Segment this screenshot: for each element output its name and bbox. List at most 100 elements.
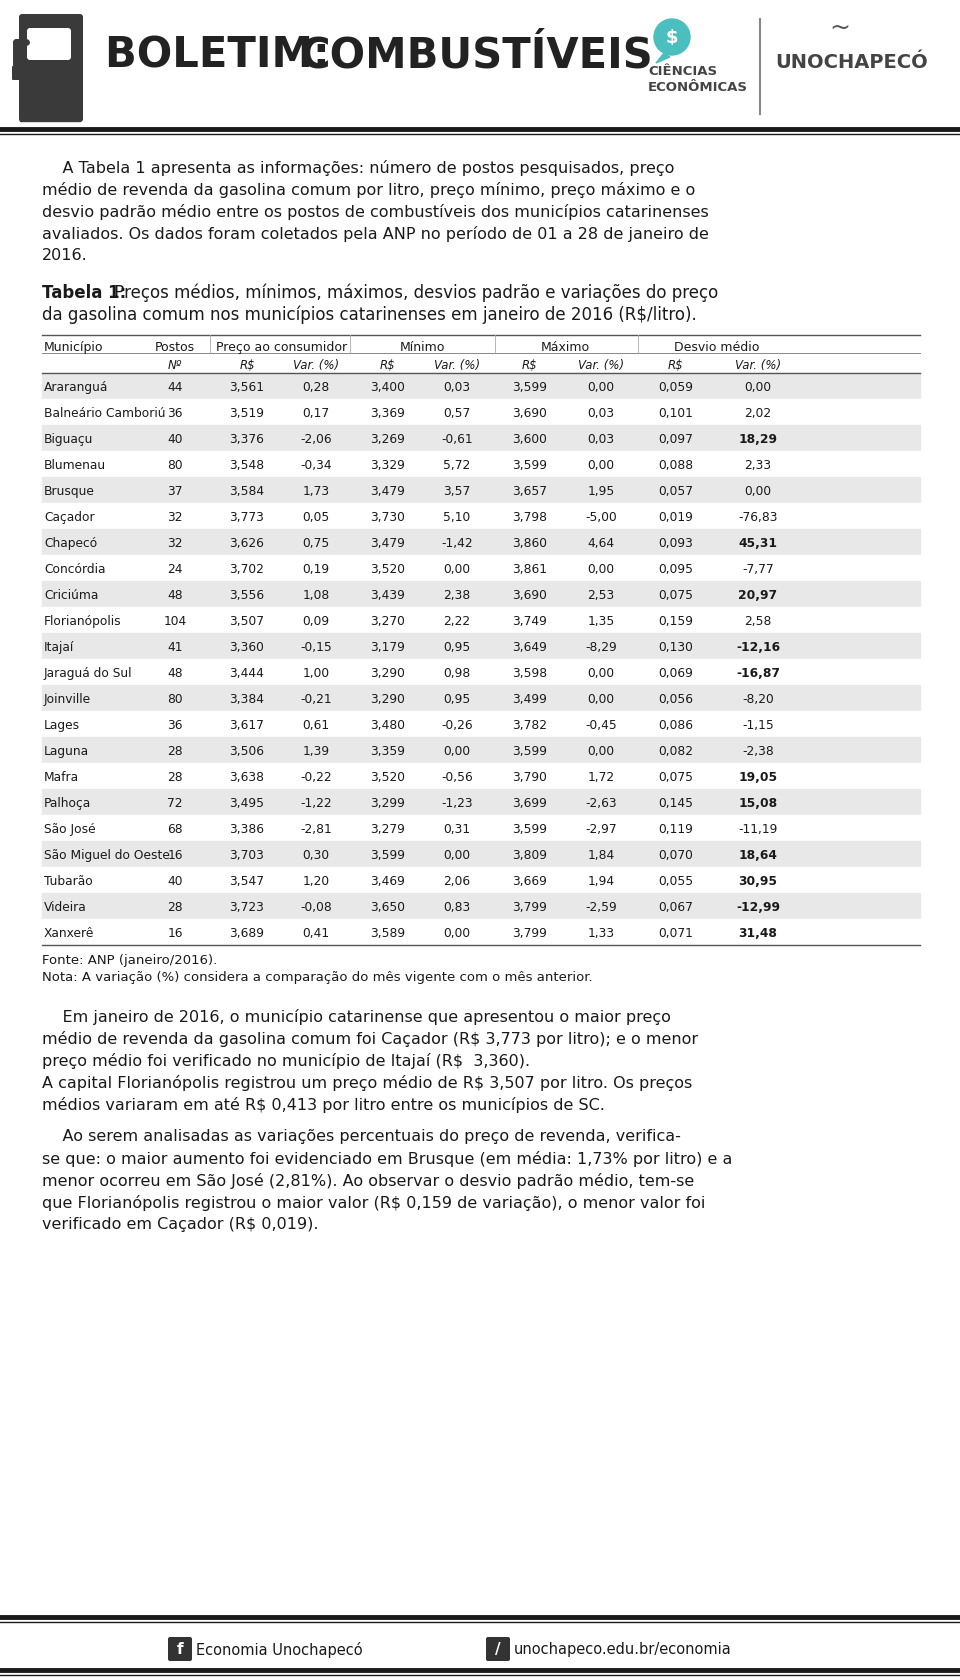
Text: 3,599: 3,599: [513, 459, 547, 472]
Text: 2,02: 2,02: [744, 407, 772, 420]
Text: -0,21: -0,21: [300, 692, 332, 706]
Text: 3,669: 3,669: [513, 875, 547, 887]
Text: 0,067: 0,067: [659, 900, 693, 914]
Text: -0,61: -0,61: [442, 433, 473, 445]
Text: 18,64: 18,64: [738, 848, 778, 862]
Text: Palhoça: Palhoça: [44, 796, 91, 810]
Text: 3,790: 3,790: [513, 771, 547, 783]
Text: 0,41: 0,41: [302, 926, 329, 939]
Text: São José: São José: [44, 823, 96, 835]
Text: -0,08: -0,08: [300, 900, 332, 914]
Text: Var. (%): Var. (%): [735, 360, 781, 371]
Text: preço médio foi verificado no município de Itajaí (R$  3,360).: preço médio foi verificado no município …: [42, 1052, 530, 1068]
Text: 1,35: 1,35: [588, 615, 614, 628]
Circle shape: [654, 20, 690, 55]
Text: 3,329: 3,329: [371, 459, 405, 472]
Text: -1,42: -1,42: [442, 536, 473, 549]
Text: Videira: Videira: [44, 900, 86, 914]
Text: -11,19: -11,19: [738, 823, 778, 835]
Bar: [42, 867, 920, 894]
Text: 3,690: 3,690: [513, 407, 547, 420]
Text: 20,97: 20,97: [738, 588, 778, 601]
Text: 80: 80: [167, 459, 182, 472]
Bar: [42, 425, 920, 452]
Text: 3,439: 3,439: [371, 588, 405, 601]
Text: verificado em Caçador (R$ 0,019).: verificado em Caçador (R$ 0,019).: [42, 1216, 319, 1231]
Text: 3,657: 3,657: [513, 486, 547, 497]
Text: 3,599: 3,599: [513, 381, 547, 393]
Bar: [42, 815, 920, 842]
Text: 3,480: 3,480: [371, 719, 405, 731]
Text: 0,00: 0,00: [588, 563, 614, 576]
Text: $: $: [665, 29, 679, 47]
Text: 0,086: 0,086: [659, 719, 693, 731]
Text: 15,08: 15,08: [738, 796, 778, 810]
Text: 1,72: 1,72: [588, 771, 614, 783]
Text: Criciúma: Criciúma: [44, 588, 98, 601]
Text: f: f: [177, 1641, 183, 1656]
Text: UNOCHAPECÓ: UNOCHAPECÓ: [775, 52, 927, 72]
Text: 3,376: 3,376: [229, 433, 264, 445]
Text: médio de revenda da gasolina comum foi Caçador (R$ 3,773 por litro); e o menor: médio de revenda da gasolina comum foi C…: [42, 1030, 698, 1047]
Polygon shape: [656, 54, 670, 64]
Text: Laguna: Laguna: [44, 744, 89, 758]
Text: -16,87: -16,87: [736, 667, 780, 680]
Text: 3,479: 3,479: [371, 536, 405, 549]
Text: Tabela 1:: Tabela 1:: [42, 284, 127, 302]
Text: 80: 80: [167, 692, 182, 706]
Text: 32: 32: [167, 536, 182, 549]
Text: 0,00: 0,00: [588, 744, 614, 758]
Text: 0,05: 0,05: [302, 511, 329, 524]
Text: 16: 16: [167, 848, 182, 862]
Text: 3,584: 3,584: [229, 486, 265, 497]
Text: 0,119: 0,119: [659, 823, 693, 835]
Text: 3,520: 3,520: [371, 771, 405, 783]
Text: 28: 28: [167, 771, 182, 783]
Bar: [42, 712, 920, 738]
Text: 0,00: 0,00: [444, 926, 470, 939]
Text: 0,082: 0,082: [659, 744, 693, 758]
Text: -76,83: -76,83: [738, 511, 778, 524]
Text: 3,360: 3,360: [229, 640, 264, 654]
Text: 3,556: 3,556: [229, 588, 265, 601]
Text: 0,95: 0,95: [444, 692, 470, 706]
Text: 3,599: 3,599: [513, 823, 547, 835]
Bar: [42, 452, 920, 477]
Text: R$: R$: [522, 360, 538, 371]
Text: 3,519: 3,519: [229, 407, 265, 420]
Text: 0,98: 0,98: [444, 667, 470, 680]
Text: Chapecó: Chapecó: [44, 536, 97, 549]
Text: Jaraguá do Sul: Jaraguá do Sul: [44, 667, 132, 680]
Bar: [20, 118, 80, 123]
Text: 0,31: 0,31: [444, 823, 470, 835]
Text: 3,299: 3,299: [371, 796, 405, 810]
Text: -2,81: -2,81: [300, 823, 332, 835]
Bar: [42, 504, 920, 529]
Text: 0,130: 0,130: [659, 640, 693, 654]
Text: 3,369: 3,369: [371, 407, 405, 420]
Bar: [42, 738, 920, 763]
Text: 2,33: 2,33: [744, 459, 772, 472]
FancyBboxPatch shape: [27, 29, 71, 60]
Text: Mínimo: Mínimo: [399, 341, 445, 354]
Text: 3,749: 3,749: [513, 615, 547, 628]
Text: 3,703: 3,703: [229, 848, 264, 862]
Text: 0,00: 0,00: [588, 381, 614, 393]
Text: CIÊNCIAS
ECONÔMICAS: CIÊNCIAS ECONÔMICAS: [648, 66, 748, 94]
Text: 1,39: 1,39: [302, 744, 329, 758]
Text: 19,05: 19,05: [738, 771, 778, 783]
Text: 0,03: 0,03: [444, 381, 470, 393]
Bar: [42, 633, 920, 660]
Text: 3,359: 3,359: [371, 744, 405, 758]
Text: unochapeco.edu.br/economia: unochapeco.edu.br/economia: [514, 1641, 732, 1656]
Text: 0,095: 0,095: [659, 563, 693, 576]
Text: Nota: A variação (%) considera a comparação do mês vigente com o mês anterior.: Nota: A variação (%) considera a compara…: [42, 971, 592, 983]
Text: da gasolina comum nos municípios catarinenses em janeiro de 2016 (R$/litro).: da gasolina comum nos municípios catarin…: [42, 306, 697, 324]
Text: 3,384: 3,384: [229, 692, 265, 706]
Text: Mafra: Mafra: [44, 771, 79, 783]
Text: avaliados. Os dados foram coletados pela ANP no período de 01 a 28 de janeiro de: avaliados. Os dados foram coletados pela…: [42, 225, 708, 242]
Text: 0,070: 0,070: [659, 848, 693, 862]
Text: 3,57: 3,57: [444, 486, 470, 497]
Text: 3,179: 3,179: [371, 640, 405, 654]
Text: Desvio médio: Desvio médio: [674, 341, 759, 354]
